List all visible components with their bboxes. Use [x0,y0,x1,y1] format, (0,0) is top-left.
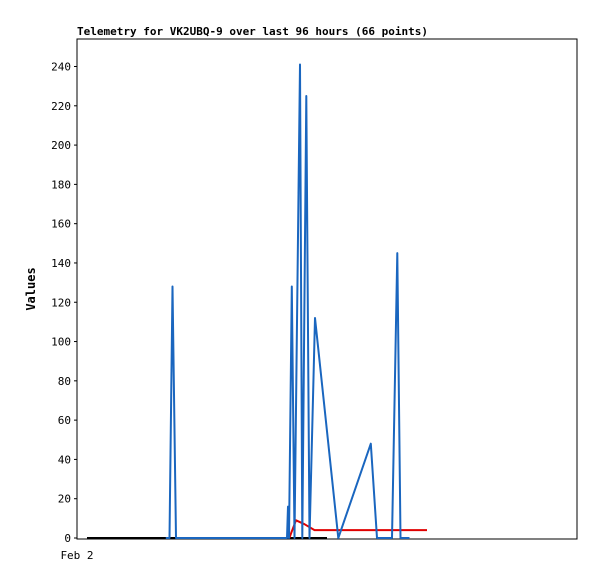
y-tick-label: 220 [51,100,71,113]
y-tick-label: 40 [58,453,71,466]
y-tick-label: 240 [51,61,71,74]
y-tick-label: 200 [51,139,71,152]
y-tick-label: 160 [51,218,71,231]
y-tick-label: 120 [51,296,71,309]
plot-frame [76,38,578,540]
series-line-1 [288,519,427,539]
y-tick-label: 0 [64,532,71,545]
y-tick-label: 180 [51,178,71,191]
y-tick-label: 80 [58,375,71,388]
chart-title: Telemetry for VK2UBQ-9 over last 96 hour… [77,25,428,38]
y-axis: 0 20 40 60 80 100 120 140 160 180 200 220 240 [51,61,77,545]
y-tick-label: 60 [58,414,71,427]
y-tick-label: 140 [51,257,71,270]
y-tick-label: 100 [51,336,71,349]
y-axis-label: Values [24,267,38,310]
series-line-2 [165,63,410,539]
y-tick-label: 20 [58,493,71,506]
x-axis: Feb 2 [60,549,93,562]
x-tick-label: Feb 2 [60,549,93,562]
series-layer [87,63,427,539]
